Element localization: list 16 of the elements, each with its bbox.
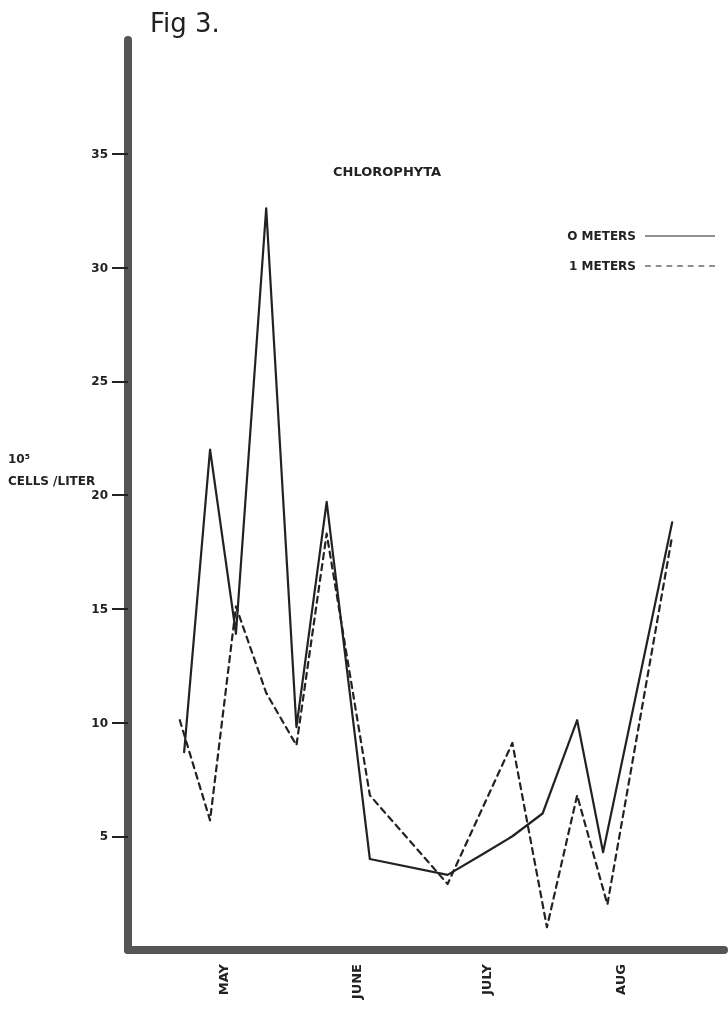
y-tick-label: 30	[91, 260, 108, 275]
y-tick-label: 15	[91, 601, 108, 616]
y-tick-label: 25	[91, 374, 108, 389]
x-tick-label: MAY	[215, 963, 231, 996]
text: CHLOROPHYTA	[333, 164, 442, 179]
legend-label: 1 METERS	[569, 259, 636, 273]
caption: Fig 3.	[150, 8, 220, 38]
x-tick-label: JULY	[478, 963, 494, 997]
x-tick-label: JUNE	[349, 964, 365, 1001]
y-axis-title: 10⁵ CELLS /LITER	[8, 452, 96, 488]
y-tick-label: 20	[91, 488, 108, 502]
legend-label: O METERS	[567, 229, 636, 243]
y-tick-label: 35	[91, 146, 108, 161]
x-tick-label: AUG	[612, 964, 628, 995]
y-tick-label: 10	[91, 715, 108, 730]
y-tick-label: 5	[99, 829, 108, 844]
